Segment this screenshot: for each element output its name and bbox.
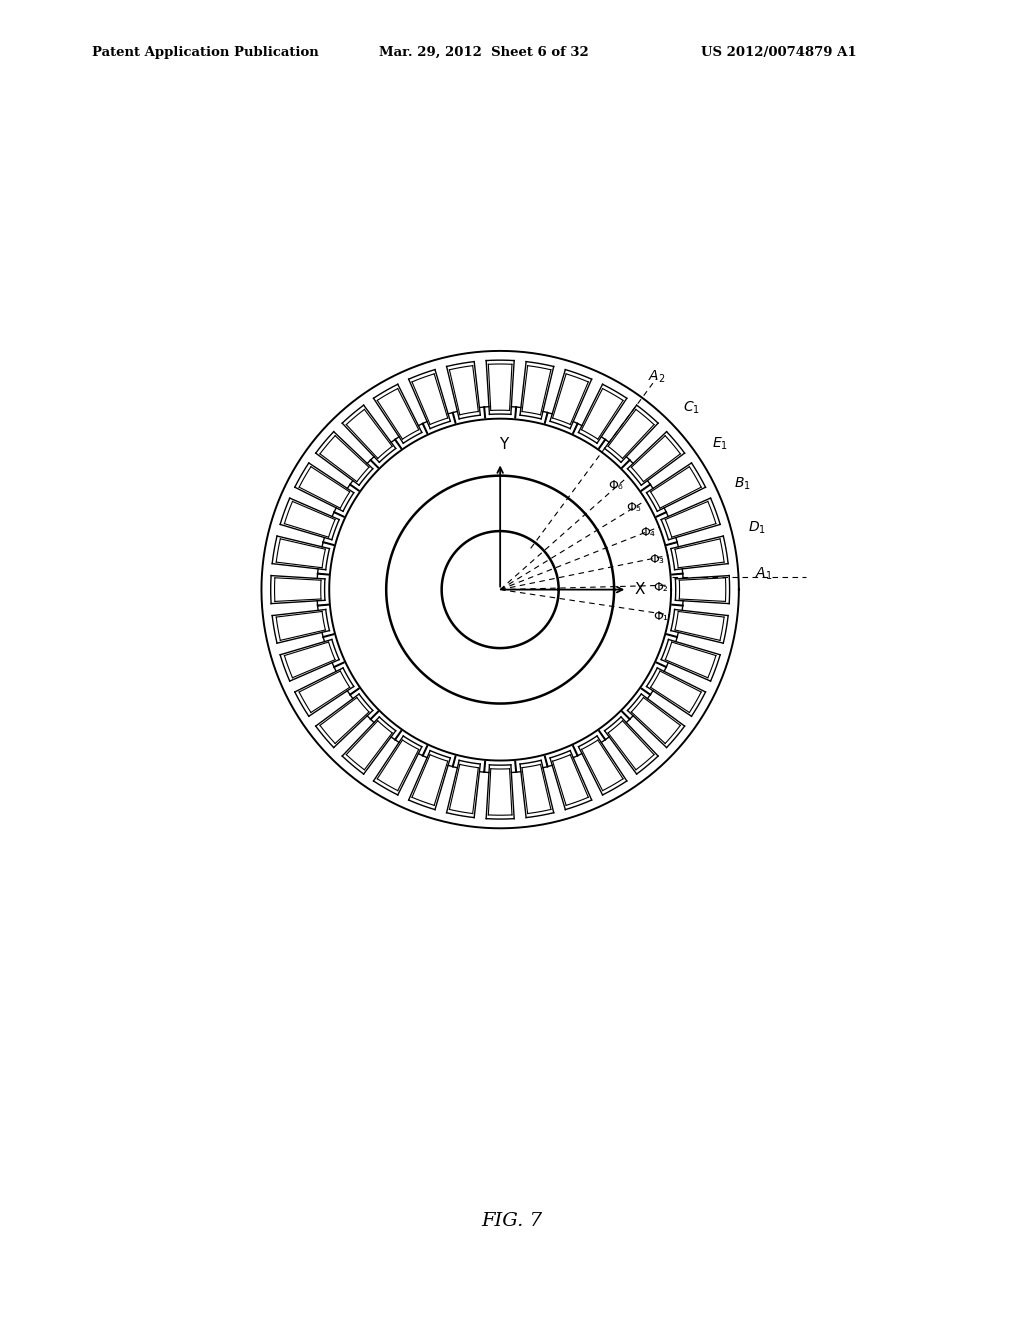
Text: Patent Application Publication: Patent Application Publication bbox=[92, 46, 318, 59]
Text: E$_{1}$: E$_{1}$ bbox=[713, 436, 728, 451]
Text: Φ₂: Φ₂ bbox=[653, 581, 669, 594]
Text: US 2012/0074879 A1: US 2012/0074879 A1 bbox=[701, 46, 857, 59]
Text: A$_{2}$: A$_{2}$ bbox=[648, 370, 666, 385]
Text: Φ₅: Φ₅ bbox=[627, 502, 641, 513]
Text: Φ₃: Φ₃ bbox=[649, 553, 664, 566]
Text: FIG. 7: FIG. 7 bbox=[481, 1212, 543, 1230]
Text: C$_{1}$: C$_{1}$ bbox=[683, 400, 700, 416]
Text: A$_{1}$: A$_{1}$ bbox=[755, 565, 772, 582]
Text: Φ₁: Φ₁ bbox=[653, 610, 669, 623]
Text: B$_{1}$: B$_{1}$ bbox=[734, 477, 751, 492]
Text: Y: Y bbox=[500, 437, 509, 451]
Text: Φ₆: Φ₆ bbox=[608, 479, 624, 491]
Text: Mar. 29, 2012  Sheet 6 of 32: Mar. 29, 2012 Sheet 6 of 32 bbox=[379, 46, 589, 59]
Text: X: X bbox=[635, 582, 645, 597]
Text: D$_{1}$: D$_{1}$ bbox=[748, 520, 766, 536]
Text: Φ₄: Φ₄ bbox=[640, 527, 655, 540]
